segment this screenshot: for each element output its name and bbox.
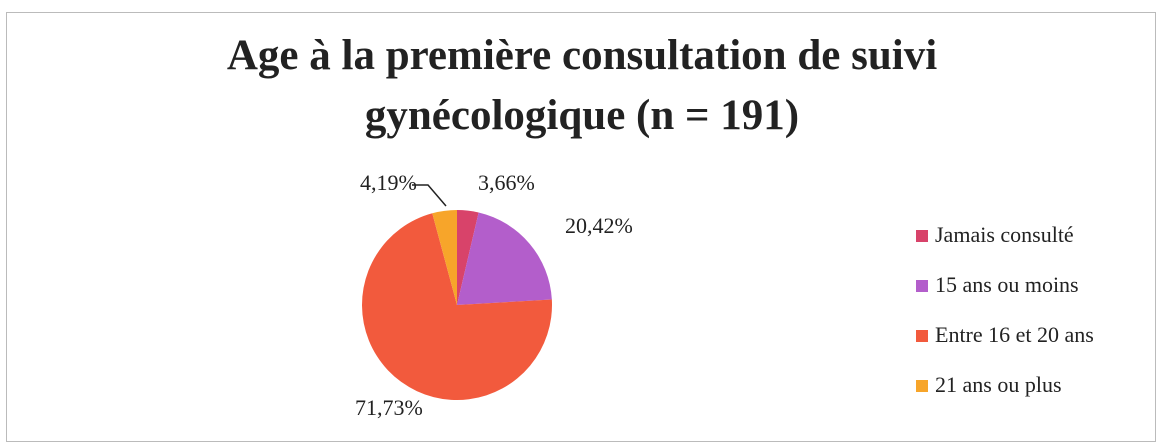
- pie-slice: [457, 212, 552, 305]
- leader-line: [412, 184, 447, 207]
- data-label: 20,42%: [565, 213, 633, 238]
- legend-swatch: [916, 280, 928, 292]
- pie-slice: [362, 213, 552, 401]
- chart-frame: [6, 12, 1156, 442]
- legend-label: Entre 16 et 20 ans: [935, 322, 1094, 347]
- data-label: 4,19%: [360, 170, 417, 195]
- legend-label: 15 ans ou moins: [935, 272, 1079, 297]
- pie-slice: [457, 210, 479, 305]
- legend-swatch: [916, 330, 928, 342]
- pie-slice: [432, 210, 457, 305]
- data-label: 71,73%: [355, 395, 423, 420]
- legend-swatch: [916, 230, 928, 242]
- legend-label: Jamais consulté: [935, 222, 1074, 247]
- chart-title: Age à la première consultation de suivi …: [226, 32, 938, 139]
- legend-swatch: [916, 380, 928, 392]
- legend-label: 21 ans ou plus: [935, 372, 1062, 397]
- data-label: 3,66%: [478, 170, 535, 195]
